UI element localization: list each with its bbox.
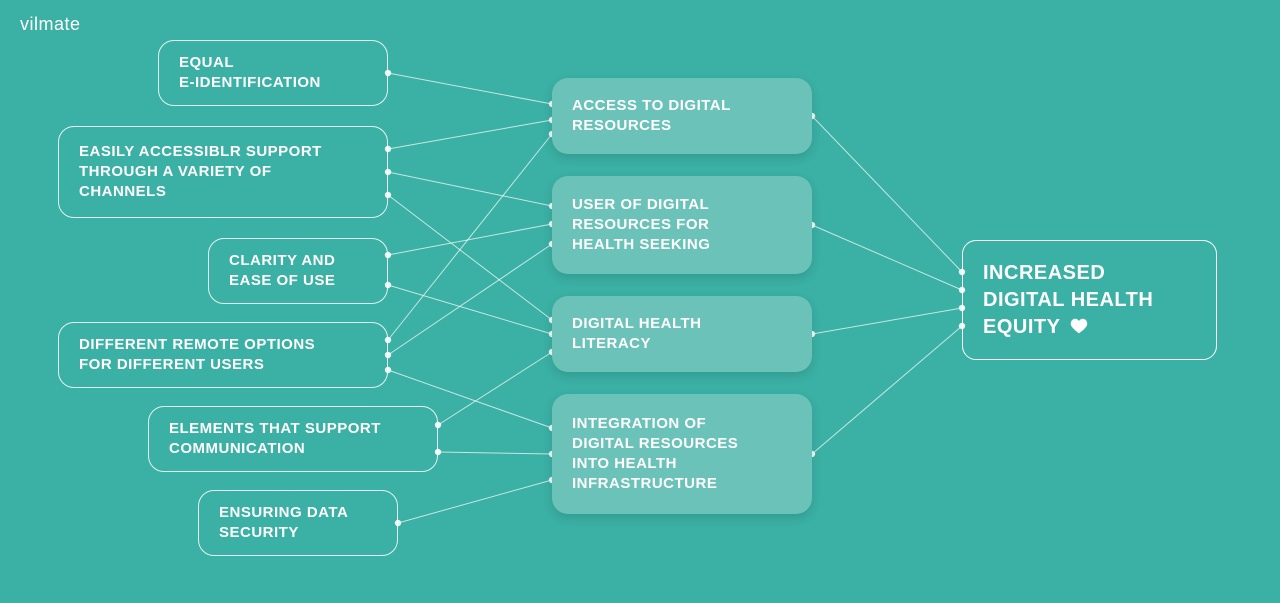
node-equal-eid: EQUALE-IDENTIFICATION <box>158 40 388 106</box>
node-label: DIGITAL HEALTHLITERACY <box>572 314 702 355</box>
brand-logo: vilmate <box>20 14 81 35</box>
heart-icon <box>1070 318 1088 334</box>
node-label: ENSURING DATASECURITY <box>219 503 348 544</box>
node-support-comm: ELEMENTS THAT SUPPORTCOMMUNICATION <box>148 406 438 472</box>
node-label: ACCESS TO DIGITALRESOURCES <box>572 96 731 137</box>
node-health-literacy: DIGITAL HEALTHLITERACY <box>552 296 812 372</box>
node-accessible-support: EASILY ACCESSIBLR SUPPORTTHROUGH A VARIE… <box>58 126 388 218</box>
diagram-canvas: vilmate EQUALE-IDENTIFICATION EASILY ACCE… <box>0 0 1280 603</box>
node-integration: INTEGRATION OFDIGITAL RESOURCESINTO HEAL… <box>552 394 812 514</box>
node-label: CLARITY ANDEASE OF USE <box>229 251 335 292</box>
node-data-security: ENSURING DATASECURITY <box>198 490 398 556</box>
node-label: EQUALE-IDENTIFICATION <box>179 53 321 94</box>
node-label: DIFFERENT REMOTE OPTIONSFOR DIFFERENT US… <box>79 335 315 376</box>
node-label: INTEGRATION OFDIGITAL RESOURCESINTO HEAL… <box>572 414 738 495</box>
node-label: EASILY ACCESSIBLR SUPPORTTHROUGH A VARIE… <box>79 142 322 203</box>
node-outcome: INCREASEDDIGITAL HEALTHEQUITY <box>962 240 1217 360</box>
node-clarity: CLARITY ANDEASE OF USE <box>208 238 388 304</box>
node-label: ELEMENTS THAT SUPPORTCOMMUNICATION <box>169 419 381 460</box>
node-user-seeking: USER OF DIGITALRESOURCES FORHEALTH SEEKI… <box>552 176 812 274</box>
node-label: USER OF DIGITALRESOURCES FORHEALTH SEEKI… <box>572 195 710 256</box>
node-label: INCREASEDDIGITAL HEALTHEQUITY <box>983 260 1153 341</box>
node-remote-options: DIFFERENT REMOTE OPTIONSFOR DIFFERENT US… <box>58 322 388 388</box>
node-access-resources: ACCESS TO DIGITALRESOURCES <box>552 78 812 154</box>
